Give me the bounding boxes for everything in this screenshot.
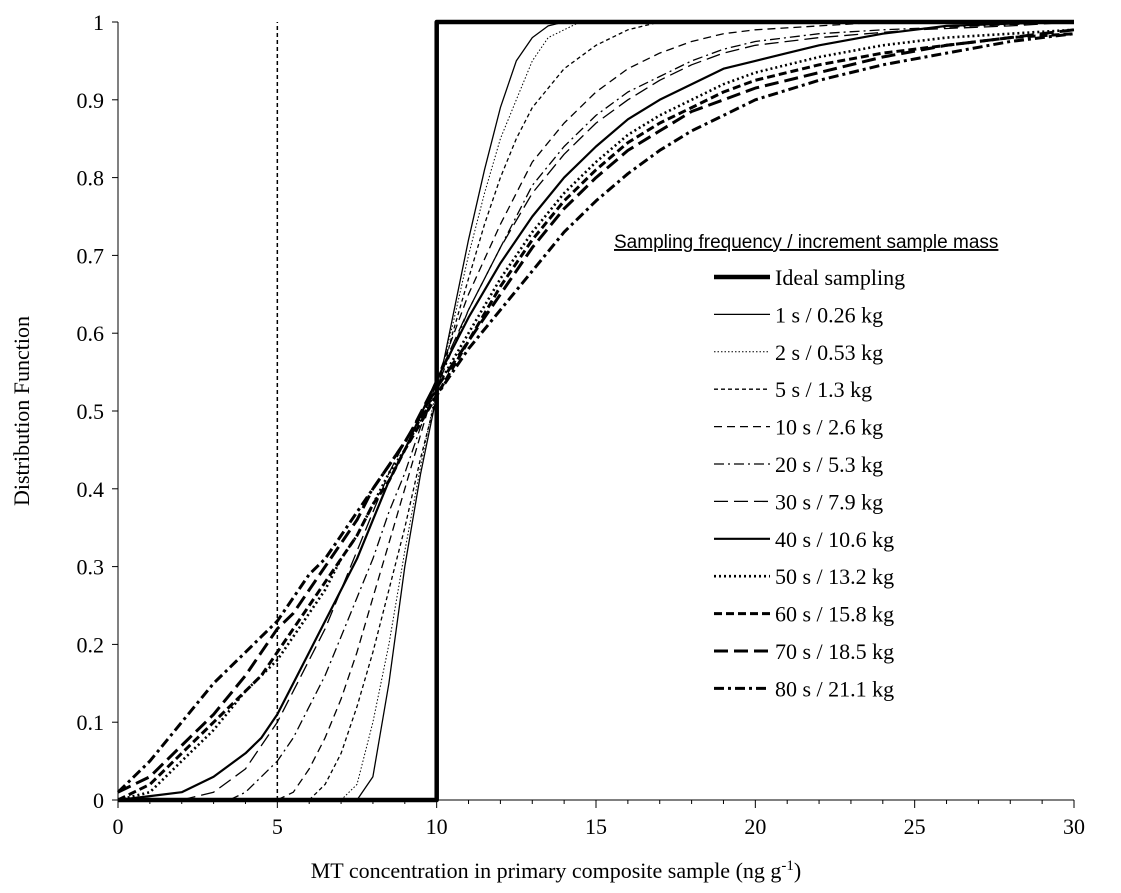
legend-label: 5 s / 1.3 kg — [775, 377, 872, 402]
legend-label: 20 s / 5.3 kg — [775, 452, 883, 477]
legend-background — [612, 222, 1121, 790]
series-line-6 — [181, 21, 1075, 801]
series-line-2 — [340, 21, 1074, 801]
y-axis-title: Distribution Function — [9, 316, 34, 506]
legend: Ideal sampling 1 s / 0.26 kg 2 s / 0.53 kg… — [714, 265, 905, 701]
series-line-4 — [277, 21, 1074, 801]
legend-background-rect — [612, 222, 1121, 790]
legend-label: 70 s / 18.5 kg — [775, 639, 894, 664]
legend-label: Ideal sampling — [775, 265, 905, 290]
legend-label: 50 s / 13.2 kg — [775, 564, 894, 589]
x-axis-title-main: MT concentration in primary composite sa… — [311, 858, 782, 883]
x-tick-label: 0 — [113, 814, 124, 839]
x-tick-label: 30 — [1063, 814, 1085, 839]
y-tick-label: 0.3 — [77, 555, 105, 580]
x-tick-label: 25 — [904, 814, 926, 839]
y-tick-label: 0.9 — [77, 88, 105, 113]
x-tick-label: 5 — [272, 814, 283, 839]
x-tick-label: 15 — [585, 814, 607, 839]
series-line-8 — [117, 28, 1075, 802]
series-line-7 — [117, 20, 1075, 802]
legend-title: Sampling frequency / increment sample ma… — [614, 232, 998, 253]
ticks-layer: 00.10.20.30.40.50.60.70.80.910 5 10 15 20 25 3… — [77, 10, 1086, 839]
y-tick-label: 0.2 — [77, 632, 105, 657]
legend-label: 80 s / 21.1 kg — [775, 676, 894, 701]
legend-label: 2 s / 0.53 kg — [775, 340, 883, 365]
series-line-1 — [356, 21, 1074, 801]
legend-label: 1 s / 0.26 kg — [775, 302, 883, 327]
y-tick-label: 0.8 — [77, 166, 105, 191]
x-tick-label: 20 — [744, 814, 766, 839]
y-tick-label: 0.5 — [77, 399, 105, 424]
legend-label: 40 s / 10.6 kg — [775, 527, 894, 552]
legend-label: 30 s / 7.9 kg — [775, 489, 883, 514]
x-tick-label: 10 — [426, 814, 448, 839]
x-axis-title-superscript: -1 — [781, 858, 794, 874]
y-tick-label: 0.4 — [77, 477, 105, 502]
x-axis-title-suffix: ) — [794, 858, 801, 883]
x-axis-title: MT concentration in primary composite sa… — [311, 858, 801, 883]
legend-label: 60 s / 15.8 kg — [775, 602, 894, 627]
series-line-3 — [308, 21, 1074, 801]
legend-label: 10 s / 2.6 kg — [775, 415, 883, 440]
y-tick-label: 0 — [93, 788, 104, 813]
y-tick-label: 1 — [93, 10, 104, 35]
y-tick-label: 0.7 — [77, 243, 105, 268]
series-line-5 — [229, 21, 1075, 801]
y-tick-label: 0.6 — [77, 321, 105, 346]
y-tick-label: 0.1 — [77, 710, 105, 735]
